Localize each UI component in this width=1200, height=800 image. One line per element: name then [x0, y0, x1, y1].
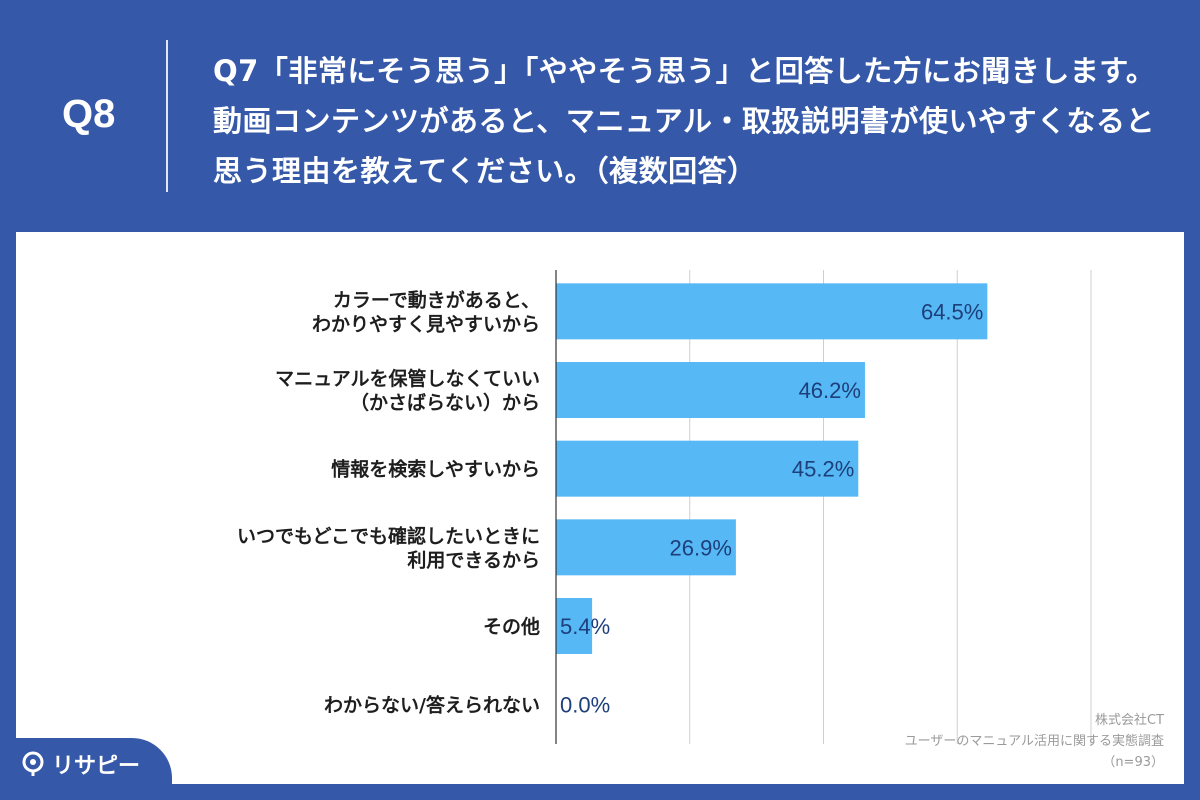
bar — [556, 440, 859, 497]
data-label: 64.5% — [921, 299, 983, 324]
question-number: Q8 — [62, 92, 116, 136]
bar — [556, 283, 988, 340]
category-label: 利用できるから — [407, 549, 540, 571]
bar — [556, 362, 865, 418]
data-label: 5.4% — [560, 614, 610, 639]
category-label: 情報を検索しやすいから — [331, 458, 540, 481]
data-label: 46.2% — [799, 378, 861, 403]
category-label: わからない/答えられない — [324, 694, 540, 717]
chart-panel: 64.5% カラーで動きがあると、 わかりやすく見やすいから 46.2% マニュアルを保… — [16, 232, 1184, 784]
data-label: 26.9% — [670, 535, 732, 560]
header: Q8 Q7「非常にそう思う」「ややそう思う」と回答した方にお聞きします。動画コン… — [0, 0, 1200, 232]
logo-text: リサピー — [52, 754, 141, 779]
data-label: 0.0% — [560, 693, 610, 718]
credit-company: 株式会社CT — [1094, 713, 1164, 728]
bar — [556, 519, 736, 576]
category-label: （かさばらない）から — [350, 391, 540, 414]
category-label: わかりやすく見やすいから — [312, 313, 540, 335]
lightbulb-pin-icon — [22, 751, 44, 776]
category-label: マニュアルを保管しなくていい — [275, 367, 540, 390]
credit-survey: ユーザーのマニュアル活用に関する実態調査 — [904, 734, 1164, 749]
question-text: Q7「非常にそう思う」「ややそう思う」と回答した方にお聞きします。動画コンテンツ… — [213, 54, 1156, 188]
credit-sample-size: （n=93） — [1102, 755, 1164, 770]
category-label: いつでもどこでも確認したいときに — [237, 524, 540, 547]
credit-block: 株式会社CT ユーザーのマニュアル活用に関する実態調査 （n=93） — [905, 710, 1164, 773]
bar — [556, 598, 593, 654]
bar-chart: 64.5% カラーで動きがあると、わかりやすく見やすいから 46.2% マニュアルを保… — [237, 270, 1092, 744]
brand-logo: リサピー — [20, 748, 140, 780]
category-label: カラーで動きがあると、 — [333, 288, 540, 311]
header-divider — [166, 40, 168, 192]
category-label: その他 — [483, 615, 540, 638]
data-label: 45.2% — [792, 457, 854, 482]
